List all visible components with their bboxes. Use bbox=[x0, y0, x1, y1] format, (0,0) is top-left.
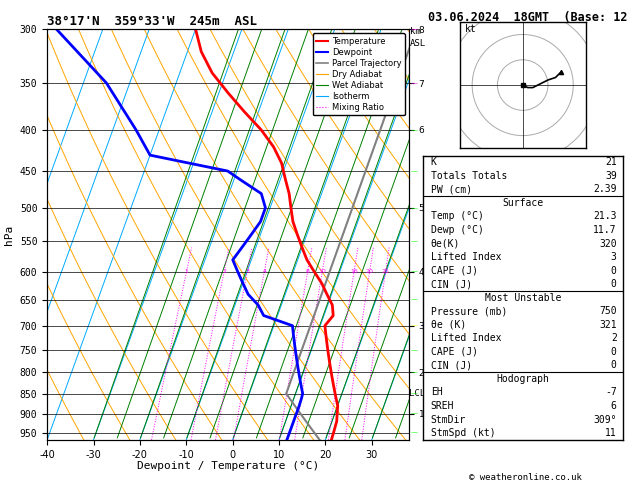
Text: CAPE (J): CAPE (J) bbox=[431, 265, 477, 276]
Text: —: — bbox=[410, 238, 418, 244]
Text: θe (K): θe (K) bbox=[431, 320, 466, 330]
Text: 8: 8 bbox=[306, 269, 309, 274]
Text: Lifted Index: Lifted Index bbox=[431, 333, 501, 343]
Text: 4: 4 bbox=[262, 269, 266, 274]
Text: —: — bbox=[410, 323, 418, 329]
Text: θe(K): θe(K) bbox=[431, 239, 460, 248]
Text: 2.39: 2.39 bbox=[593, 184, 616, 194]
Text: 0: 0 bbox=[611, 360, 616, 370]
Text: —: — bbox=[410, 430, 418, 435]
X-axis label: Dewpoint / Temperature (°C): Dewpoint / Temperature (°C) bbox=[137, 461, 319, 471]
Text: CIN (J): CIN (J) bbox=[431, 279, 472, 289]
Text: EH: EH bbox=[431, 387, 442, 398]
Text: —: — bbox=[410, 80, 418, 86]
Text: 38°17'N  359°33'W  245m  ASL: 38°17'N 359°33'W 245m ASL bbox=[47, 15, 257, 28]
Text: —: — bbox=[410, 369, 418, 375]
Text: —: — bbox=[410, 269, 418, 275]
Text: SREH: SREH bbox=[431, 401, 454, 411]
Text: CIN (J): CIN (J) bbox=[431, 360, 472, 370]
Text: 21.3: 21.3 bbox=[593, 211, 616, 222]
Text: Most Unstable: Most Unstable bbox=[484, 293, 561, 303]
Text: kt: kt bbox=[465, 24, 476, 34]
Y-axis label: Mixing Ratio (g/kg): Mixing Ratio (g/kg) bbox=[428, 179, 438, 290]
Text: 0: 0 bbox=[611, 279, 616, 289]
Text: 10: 10 bbox=[318, 269, 326, 274]
Text: PW (cm): PW (cm) bbox=[431, 184, 472, 194]
Text: 750: 750 bbox=[599, 306, 616, 316]
Text: Surface: Surface bbox=[502, 198, 543, 208]
Text: ASL: ASL bbox=[410, 39, 426, 48]
Text: —: — bbox=[410, 168, 418, 174]
Text: 16: 16 bbox=[350, 269, 358, 274]
Text: 03.06.2024  18GMT  (Base: 12): 03.06.2024 18GMT (Base: 12) bbox=[428, 11, 629, 24]
Text: © weatheronline.co.uk: © weatheronline.co.uk bbox=[469, 473, 582, 482]
Text: —: — bbox=[410, 411, 418, 417]
Text: 25: 25 bbox=[382, 269, 389, 274]
Text: LCL: LCL bbox=[409, 389, 425, 398]
Text: —: — bbox=[410, 297, 418, 303]
Text: 20: 20 bbox=[365, 269, 374, 274]
Text: 11.7: 11.7 bbox=[593, 225, 616, 235]
Text: —: — bbox=[410, 127, 418, 133]
Text: 320: 320 bbox=[599, 239, 616, 248]
Y-axis label: hPa: hPa bbox=[4, 225, 14, 244]
Text: CAPE (J): CAPE (J) bbox=[431, 347, 477, 357]
Text: Pressure (mb): Pressure (mb) bbox=[431, 306, 507, 316]
Text: 3: 3 bbox=[611, 252, 616, 262]
Text: 2: 2 bbox=[611, 333, 616, 343]
Text: —: — bbox=[410, 391, 418, 397]
Text: km: km bbox=[410, 27, 421, 36]
Text: Hodograph: Hodograph bbox=[496, 374, 549, 384]
Text: Lifted Index: Lifted Index bbox=[431, 252, 501, 262]
Legend: Temperature, Dewpoint, Parcel Trajectory, Dry Adiabat, Wet Adiabat, Isotherm, Mi: Temperature, Dewpoint, Parcel Trajectory… bbox=[313, 34, 404, 116]
Text: —: — bbox=[410, 347, 418, 353]
Text: 39: 39 bbox=[605, 171, 616, 181]
Text: 3: 3 bbox=[245, 269, 249, 274]
Text: 2: 2 bbox=[222, 269, 226, 274]
Text: 309°: 309° bbox=[593, 415, 616, 425]
Text: Temp (°C): Temp (°C) bbox=[431, 211, 484, 222]
Text: -7: -7 bbox=[605, 387, 616, 398]
Text: StmSpd (kt): StmSpd (kt) bbox=[431, 428, 495, 438]
Text: StmDir: StmDir bbox=[431, 415, 466, 425]
Text: —: — bbox=[410, 205, 418, 211]
Text: 0: 0 bbox=[611, 347, 616, 357]
Text: K: K bbox=[431, 157, 437, 167]
Text: —: — bbox=[410, 26, 418, 32]
Text: Totals Totals: Totals Totals bbox=[431, 171, 507, 181]
Text: 11: 11 bbox=[605, 428, 616, 438]
Text: 6: 6 bbox=[611, 401, 616, 411]
Text: 321: 321 bbox=[599, 320, 616, 330]
Text: 21: 21 bbox=[605, 157, 616, 167]
Text: Dewp (°C): Dewp (°C) bbox=[431, 225, 484, 235]
Text: 0: 0 bbox=[611, 265, 616, 276]
Text: 1: 1 bbox=[184, 269, 189, 274]
